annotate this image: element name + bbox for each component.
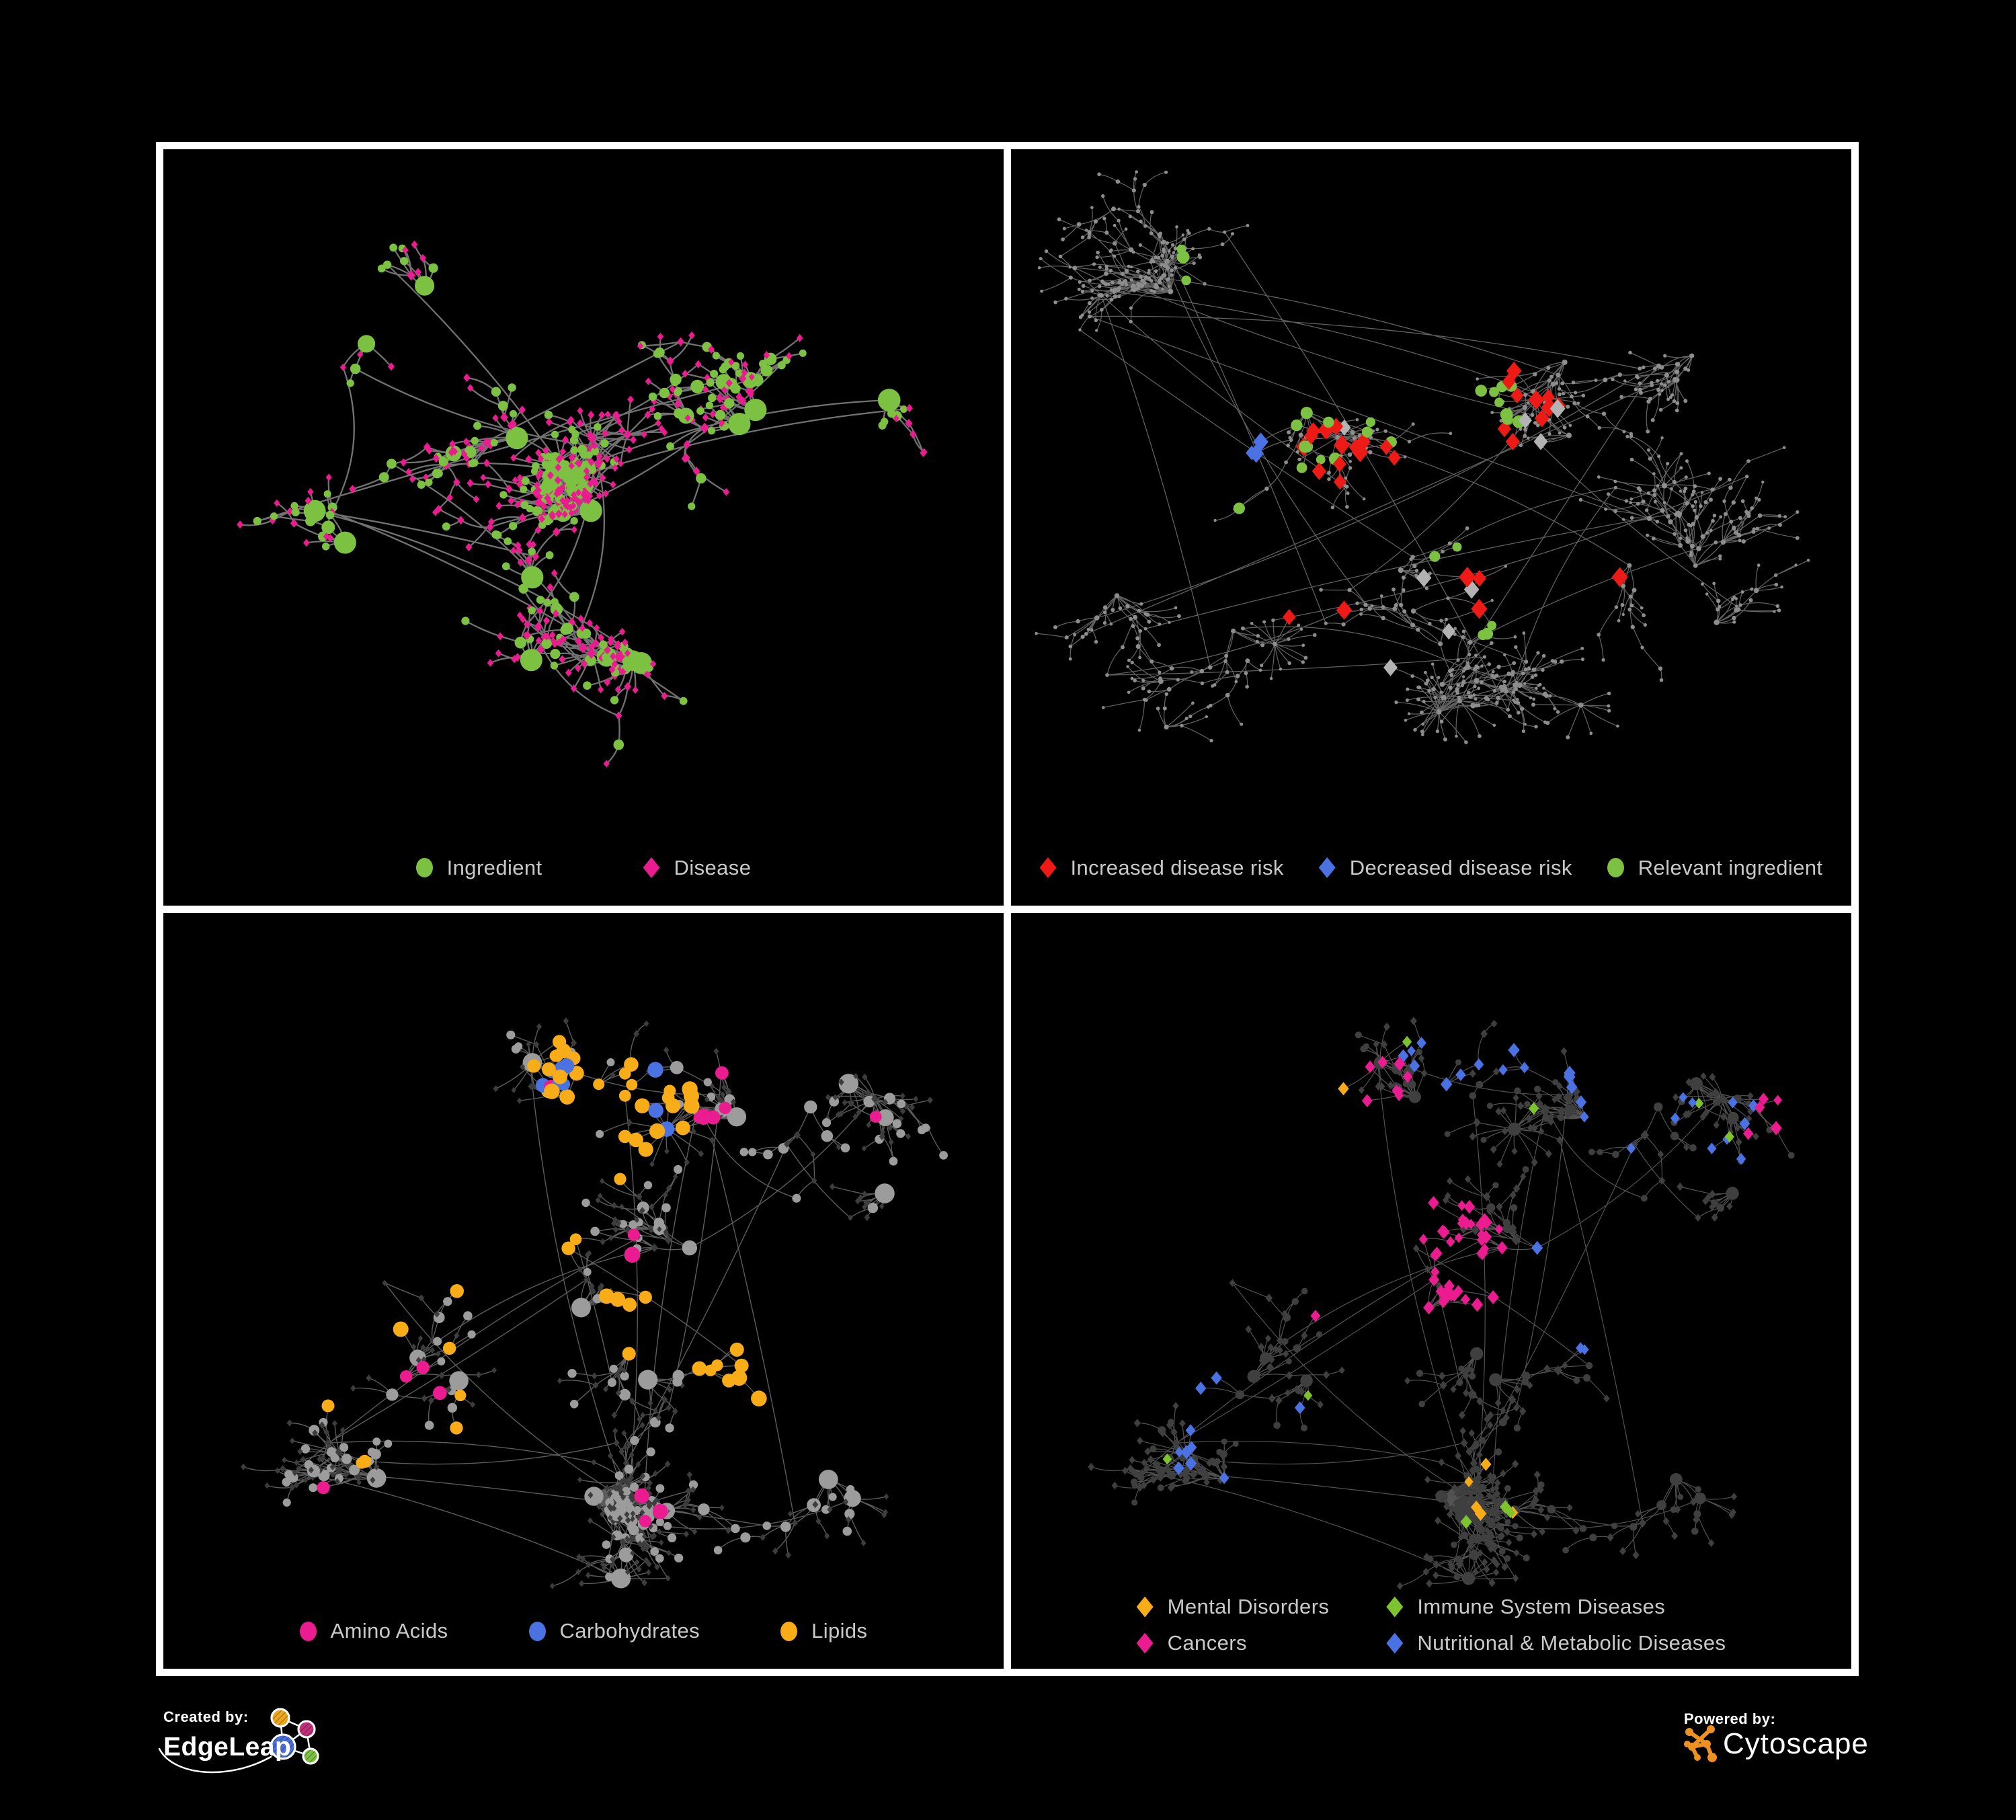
legend-disease-risk: Increased disease risk Decreased disease … [1011,856,1851,880]
network-canvas-disease-classes [1011,913,1851,1669]
legend-label: Immune System Diseases [1417,1595,1666,1618]
legend-label: Lipids [811,1619,868,1643]
panel-disease-classes: Mental Disorders Immune System Diseases Ca… [1011,912,1851,1669]
powered-by-label: Powered by: [1684,1710,1776,1727]
cytoscape-wordmark: Cytoscape [1723,1727,1869,1760]
legend-label: Decreased disease risk [1349,855,1572,879]
legend-item-relevant-ingredient: Relevant ingredient [1607,856,1823,880]
legend-item-amino-acids: Amino Acids [299,1619,448,1643]
circle-swatch-icon [415,858,433,877]
edgeleap-credit: Created by: EdgeLeap [158,1708,378,1806]
panel-compound-classes: Amino Acids Carbohydrates Lipids [163,912,1004,1669]
legend-compound-classes: Amino Acids Carbohydrates Lipids [163,1619,1004,1643]
panel-grid: Ingredient Disease Increased disease risk… [156,142,1859,1676]
diamond-swatch-icon [643,857,660,878]
edgeleap-wordmark: EdgeLeap [163,1733,292,1762]
network-canvas-compound-classes [163,913,1004,1669]
legend-label: Increased disease risk [1070,855,1284,879]
diamond-swatch-icon [1386,1632,1404,1654]
legend-item-carbohydrates: Carbohydrates [528,1619,700,1643]
network-canvas-disease-risk [1011,149,1851,906]
legend-item-cancers: Cancers [1136,1631,1247,1655]
legend-label: Carbohydrates [559,1619,700,1643]
edgeleap-logo-icon [158,1708,319,1774]
legend-item-lipids: Lipids [780,1619,867,1643]
legend-label: Cancers [1167,1631,1247,1655]
diamond-swatch-icon [1136,1632,1154,1654]
network-canvas-ingredient-disease [163,149,1004,906]
network-svg [237,240,928,768]
panel-disease-risk: Increased disease risk Decreased disease … [1011,149,1851,906]
cytoscape-logo-icon [1684,1725,1717,1762]
created-by-label: Created by: [163,1708,249,1725]
circle-swatch-icon [528,1621,546,1641]
diamond-swatch-icon [1039,857,1057,878]
legend-item-immune-system-diseases: Immune System Diseases [1386,1595,1665,1619]
cytoscape-credit: Powered by: Cytoscape [1684,1710,1926,1791]
legend-label: Ingredient [446,855,542,879]
legend-label: Relevant ingredient [1638,855,1823,879]
legend-label: Disease [674,855,752,879]
network-svg [241,1017,948,1589]
legend-label: Nutritional & Metabolic Diseases [1417,1631,1726,1655]
legend-disease-classes: Mental Disorders Immune System Diseases Ca… [1011,1595,1851,1655]
legend-item-mental-disorders: Mental Disorders [1136,1595,1330,1619]
legend-label: Mental Disorders [1167,1595,1330,1618]
diamond-swatch-icon [1136,1596,1154,1618]
circle-swatch-icon [299,1621,317,1641]
legend-ingredient-disease: Ingredient Disease [163,856,1004,880]
circle-swatch-icon [1607,858,1624,877]
legend-item-decreased-disease-risk: Decreased disease risk [1318,855,1572,880]
diamond-swatch-icon [1318,857,1336,878]
legend-item-disease: Disease [643,856,752,880]
diamond-swatch-icon [1386,1596,1404,1618]
circle-swatch-icon [780,1621,798,1641]
network-svg [1035,170,1810,744]
panel-ingredient-disease: Ingredient Disease [163,149,1004,906]
legend-label: Amino Acids [330,1619,448,1643]
legend-item-increased-disease-risk: Increased disease risk [1039,855,1284,880]
legend-item-nutritional-metabolic-diseases: Nutritional & Metabolic Diseases [1386,1631,1726,1655]
legend-item-ingredient: Ingredient [415,855,542,880]
network-svg [1088,1016,1795,1590]
